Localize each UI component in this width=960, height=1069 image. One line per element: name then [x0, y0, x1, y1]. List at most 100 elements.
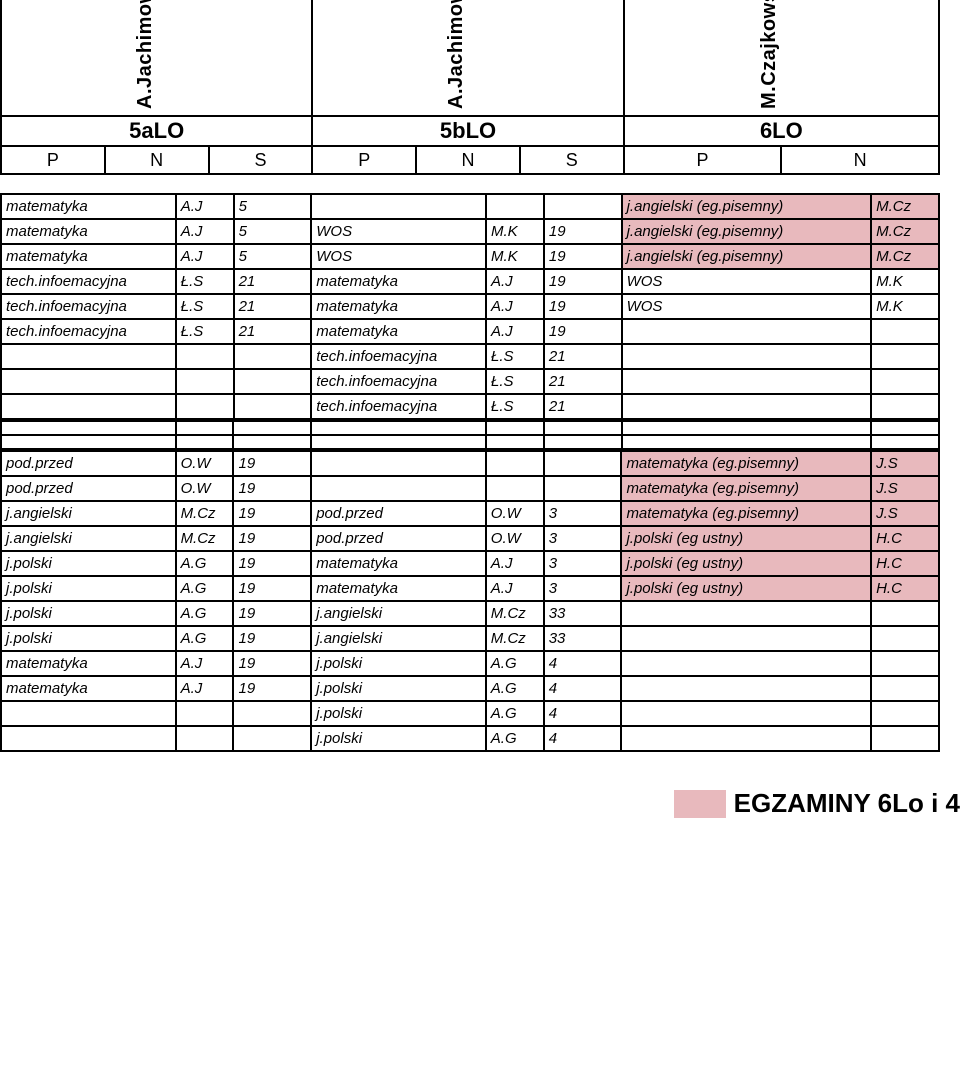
table-row: matematykaA.J5j.angielski (eg.pisemny)M.…	[1, 194, 939, 219]
cell	[871, 319, 939, 344]
cell: j.angielski (eg.pisemny)	[622, 244, 872, 269]
cell: 33	[544, 626, 622, 651]
pns-0-2: S	[209, 146, 313, 174]
cell: 19	[233, 501, 311, 526]
cell: M.Cz	[871, 219, 939, 244]
cell: tech.infoemacyjna	[311, 369, 486, 394]
cell: H.C	[871, 576, 939, 601]
pns-row: P N S P N S P N	[1, 146, 939, 174]
cell: WOS	[622, 294, 872, 319]
spacer-row	[1, 421, 939, 435]
cell	[233, 726, 311, 751]
cell: j.polski	[1, 576, 176, 601]
pns-0-0: P	[1, 146, 105, 174]
legend-swatch	[674, 790, 726, 818]
cell: 21	[234, 294, 312, 319]
table-row: j.angielskiM.Cz19pod.przedO.W3matematyka…	[1, 501, 939, 526]
table-row: matematykaA.J19j.polskiA.G4	[1, 651, 939, 676]
cell: 19	[233, 576, 311, 601]
cell: matematyka (eg.pisemny)	[621, 476, 871, 501]
cell	[544, 476, 622, 501]
footer: EGZAMINY 6Lo i 4	[0, 788, 960, 819]
cell: j.polski	[311, 726, 486, 751]
class-row: 5aLO 5bLO 6LO	[1, 116, 939, 146]
cell: tech.infoemacyjna	[1, 269, 176, 294]
cell: 5	[234, 244, 312, 269]
table-row: tech.infoemacyjnaŁ.S21matematykaA.J19	[1, 319, 939, 344]
table-row: j.polskiA.G4	[1, 701, 939, 726]
cell: 19	[233, 676, 311, 701]
cell: j.angielski (eg.pisemny)	[622, 219, 872, 244]
cell: A.J	[486, 576, 544, 601]
table-row: pod.przedO.W19matematyka (eg.pisemny)J.S	[1, 476, 939, 501]
cell	[1, 726, 176, 751]
cell: A.J	[176, 219, 234, 244]
teacher-cell-0: A.Jachimowska	[1, 0, 312, 116]
cell	[176, 701, 234, 726]
cell	[622, 369, 872, 394]
cell	[1, 394, 176, 419]
teacher-name-2: M.Czajkowska	[758, 0, 781, 109]
cell: j.polski	[1, 626, 176, 651]
cell: matematyka	[1, 219, 176, 244]
cell: H.C	[871, 551, 939, 576]
cell	[871, 369, 939, 394]
cell: pod.przed	[1, 451, 176, 476]
cell	[871, 676, 939, 701]
cell: tech.infoemacyjna	[1, 319, 176, 344]
table-row: tech.infoemacyjnaŁ.S21	[1, 394, 939, 419]
cell	[621, 626, 871, 651]
cell: 19	[544, 219, 622, 244]
header-table: A.Jachimowska A.Jachimowska M.Czajkowska…	[0, 0, 940, 175]
cell: 21	[544, 344, 622, 369]
cell	[311, 451, 486, 476]
cell	[1, 344, 176, 369]
cell: j.polski (eg ustny)	[621, 576, 871, 601]
table-row: tech.infoemacyjnaŁ.S21matematykaA.J19WOS…	[1, 294, 939, 319]
cell: Ł.S	[486, 369, 544, 394]
cell	[176, 394, 234, 419]
cell: 3	[544, 551, 622, 576]
cell: WOS	[311, 244, 486, 269]
teacher-name-1: A.Jachimowska	[445, 0, 468, 109]
cell: 4	[544, 676, 622, 701]
cell	[486, 476, 544, 501]
cell: 5	[234, 194, 312, 219]
cell: A.J	[176, 194, 234, 219]
cell: H.C	[871, 526, 939, 551]
cell: M.K	[486, 244, 544, 269]
cell	[622, 344, 872, 369]
pns-1-0: P	[312, 146, 416, 174]
cell: j.polski	[1, 601, 176, 626]
cell	[871, 726, 939, 751]
cell: 19	[544, 269, 622, 294]
cell: j.angielski	[311, 626, 486, 651]
table-row: j.polskiA.G19matematykaA.J3j.polski (eg …	[1, 576, 939, 601]
cell	[311, 476, 486, 501]
cell: Ł.S	[486, 394, 544, 419]
schedule-block-1: matematykaA.J5j.angielski (eg.pisemny)M.…	[0, 193, 940, 420]
cell: matematyka	[311, 576, 486, 601]
cell: matematyka	[1, 244, 176, 269]
cell: A.J	[486, 319, 544, 344]
teacher-row: A.Jachimowska A.Jachimowska M.Czajkowska	[1, 0, 939, 116]
cell: A.J	[486, 269, 544, 294]
cell: M.Cz	[486, 626, 544, 651]
cell: j.polski	[1, 551, 176, 576]
cell: 21	[234, 319, 312, 344]
cell: A.G	[176, 626, 234, 651]
cell	[1, 701, 176, 726]
footer-label: EGZAMINY 6Lo i 4	[734, 788, 960, 819]
cell: M.Cz	[176, 501, 234, 526]
cell: 21	[544, 369, 622, 394]
cell: J.S	[871, 476, 939, 501]
cell: O.W	[176, 476, 234, 501]
cell	[234, 344, 312, 369]
cell	[486, 194, 544, 219]
cell: A.J	[486, 551, 544, 576]
cell	[311, 194, 486, 219]
cell: j.polski	[311, 651, 486, 676]
spacer-row	[1, 435, 939, 449]
cell: pod.przed	[311, 501, 486, 526]
cell	[621, 701, 871, 726]
